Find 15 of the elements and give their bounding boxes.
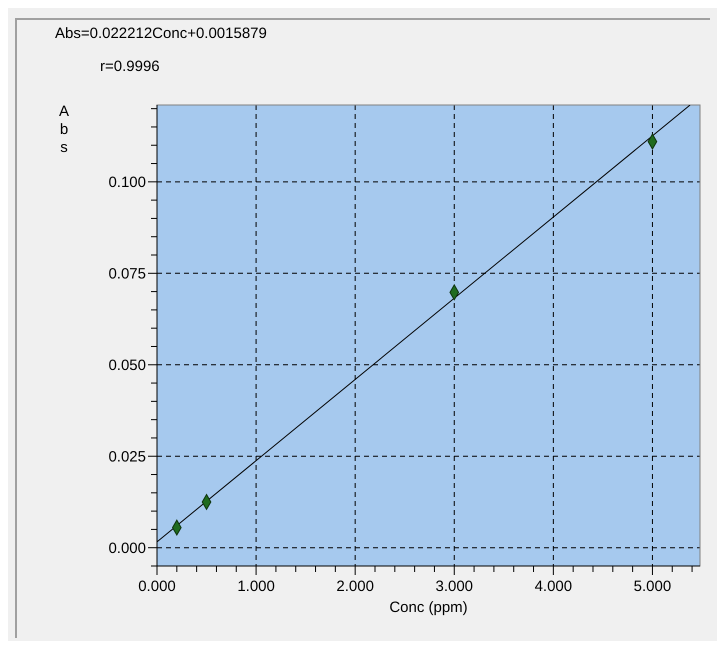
text: Abs=0.022212Conc+0.0015879 xyxy=(55,25,267,42)
x-tick-label: 2.000 xyxy=(336,578,374,595)
y-tick-label: 0.000 xyxy=(108,540,146,557)
text: r=0.9996 xyxy=(100,58,160,75)
y-tick-label: 0.050 xyxy=(108,357,146,374)
x-tick-label: 5.000 xyxy=(634,578,672,595)
x-tick-label: 4.000 xyxy=(534,578,572,595)
x-tick-label: 3.000 xyxy=(435,578,474,595)
y-tick-label: 0.075 xyxy=(108,266,146,283)
y-axis-title: Abs xyxy=(58,103,70,156)
y-tick-label: 0.025 xyxy=(108,448,146,466)
y-tick-label: 0.100 xyxy=(108,174,146,192)
x-tick-label: 1.000 xyxy=(237,578,275,595)
x-tick-label: 0.000 xyxy=(138,578,176,595)
x-axis-title: Conc (ppm) xyxy=(389,599,468,616)
